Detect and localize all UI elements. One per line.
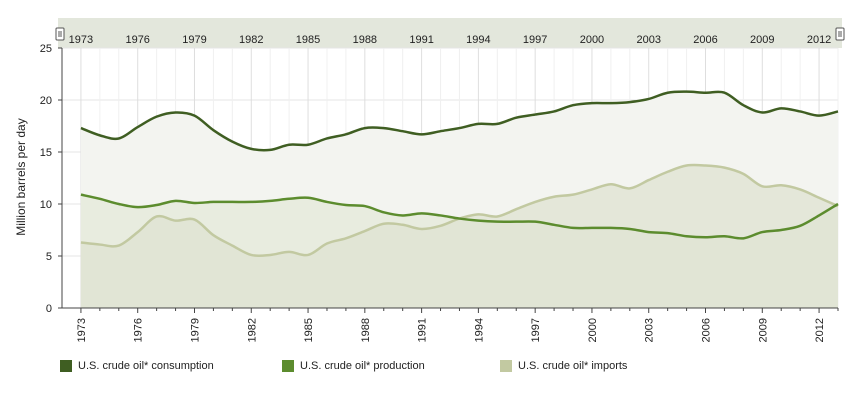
- range-selector-label: 1982: [239, 34, 263, 46]
- series-line-production: [80, 193, 839, 240]
- range-selector-label: 1985: [296, 34, 320, 46]
- x-tick-label: 2000: [587, 318, 599, 342]
- range-selector-label: 1979: [182, 34, 206, 46]
- legend-swatch-consumption: [60, 360, 72, 372]
- area-2: [80, 165, 839, 308]
- x-tick-label: 1979: [189, 318, 201, 342]
- legend-item-consumption[interactable]: U.S. crude oil* consumption: [60, 360, 214, 372]
- series-line-consumption: [80, 90, 839, 152]
- x-tick-label: 1991: [417, 318, 429, 342]
- x-tick-label: 1994: [473, 318, 485, 342]
- x-tick-label: 1985: [303, 318, 315, 342]
- series-lines: [80, 90, 839, 258]
- y-tick-label: 0: [46, 303, 52, 315]
- range-handle-left[interactable]: [55, 27, 65, 41]
- range-handle-right[interactable]: [835, 27, 845, 41]
- range-selector-label: 1991: [409, 34, 433, 46]
- x-tick-label: 1973: [76, 318, 88, 342]
- axes: 0 5 10 15 20 25 1973 1976 1979 1982 1985 1988 1991 19…: [40, 43, 839, 342]
- legend-label-imports: U.S. crude oil* imports: [518, 360, 628, 372]
- y-tick-label: 15: [40, 147, 52, 159]
- legend-swatch-imports: [500, 360, 512, 372]
- y-axis-label: Million barrels per day: [14, 118, 28, 235]
- legend-item-production[interactable]: U.S. crude oil* production: [282, 360, 425, 372]
- x-tick-label: 2012: [814, 318, 826, 342]
- y-tick-label: 5: [46, 251, 52, 263]
- legend-label-production: U.S. crude oil* production: [300, 360, 425, 372]
- legend-item-imports[interactable]: U.S. crude oil* imports: [500, 360, 627, 372]
- x-tick-label: 2009: [757, 318, 769, 342]
- range-selector-label: 2000: [580, 34, 604, 46]
- x-tick-label: 1982: [246, 318, 258, 342]
- range-selector-label: 2012: [807, 34, 831, 46]
- x-tick-label: 1997: [530, 318, 542, 342]
- range-selector-label: 1976: [125, 34, 149, 46]
- y-tick-label: 20: [40, 95, 52, 107]
- range-selector-label: 1988: [353, 34, 377, 46]
- x-tick-label: 1976: [133, 318, 145, 342]
- legend-swatch-production: [282, 360, 294, 372]
- range-selector-label: 2003: [636, 34, 660, 46]
- range-selector-label: 2009: [750, 34, 774, 46]
- y-tick-label: 25: [40, 43, 52, 55]
- range-selector[interactable]: 1973 1976 1979 1982 1985 1988 1991 1994 1997 2000…: [55, 18, 845, 48]
- range-selector-label: 1973: [69, 34, 93, 46]
- legend: U.S. crude oil* consumption U.S. crude o…: [60, 360, 840, 380]
- y-tick-label: 10: [40, 199, 52, 211]
- legend-label-consumption: U.S. crude oil* consumption: [78, 360, 214, 372]
- range-selector-label: 2006: [693, 34, 717, 46]
- range-selector-band: [58, 18, 842, 48]
- x-tick-label: 1988: [360, 318, 372, 342]
- x-tick-label: 2003: [644, 318, 656, 342]
- range-selector-label: 1997: [523, 34, 547, 46]
- x-tick-label: 2006: [701, 318, 713, 342]
- range-selector-label: 1994: [466, 34, 490, 46]
